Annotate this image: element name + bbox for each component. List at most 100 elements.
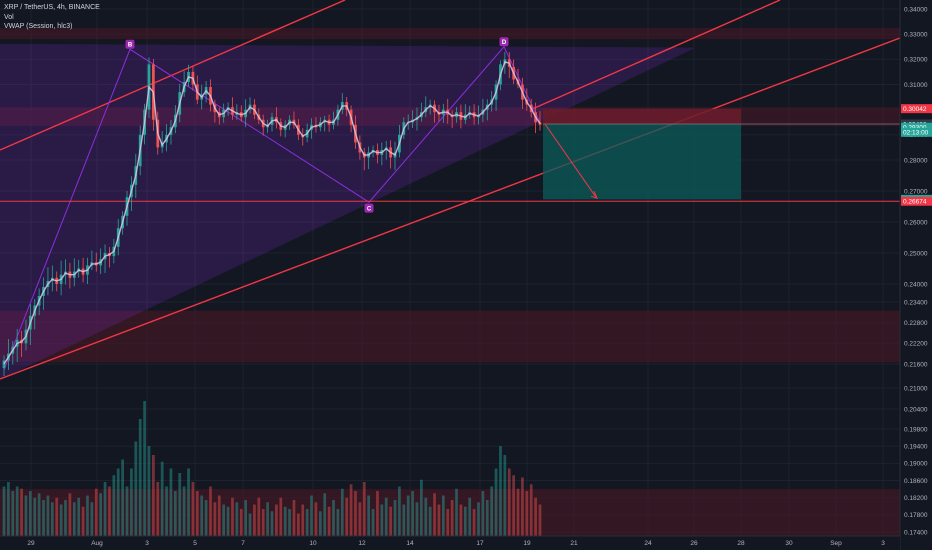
volume-bar-27 — [121, 459, 124, 536]
volume-bar-79 — [349, 484, 353, 536]
volume-bar-104 — [459, 504, 463, 536]
vwap-line — [3, 61, 541, 365]
vwap-indicator-label[interactable]: VWAP (Session, hlc3) — [4, 23, 73, 30]
volume-bar-121 — [534, 497, 537, 536]
pattern-point-marker-B — [125, 39, 135, 49]
volume-bar-33 — [147, 446, 151, 536]
volume-bar-9 — [42, 500, 45, 536]
triangle-fill — [0, 43, 695, 380]
volume-bar-110 — [485, 500, 489, 536]
volume-bar-97 — [428, 506, 432, 536]
volume-bar-5 — [24, 495, 28, 536]
volume-bar-75 — [332, 500, 335, 536]
volume-bar-0 — [2, 486, 6, 536]
volume-bar-12 — [55, 497, 59, 536]
volume-bar-56 — [248, 513, 252, 536]
zone-top — [0, 27, 900, 40]
price-tag-bg-5 — [901, 196, 932, 206]
volume-bar-103 — [455, 488, 458, 536]
time-axis-bg — [0, 536, 900, 550]
volume-bar-51 — [226, 506, 230, 536]
price-axis-bg — [900, 0, 932, 550]
volume-bar-83 — [367, 495, 371, 536]
price-axis[interactable]: 0.340000.330000.320000.310000.300000.290… — [899, 0, 932, 550]
pattern-point-C: C — [367, 206, 372, 212]
price-tick-1: 0.33000 — [904, 31, 928, 38]
projection-arrow-head — [590, 191, 598, 200]
volume-bar-94 — [415, 502, 419, 536]
zone-volume — [0, 489, 900, 536]
volume-bar-88 — [389, 506, 392, 536]
volume-bar-102 — [450, 500, 454, 536]
volume-bar-32 — [143, 401, 146, 536]
price-tick-8: 0.26000 — [904, 219, 928, 226]
upper-channel-line-2 — [529, 0, 781, 111]
price-tag-bg-2 — [901, 122, 932, 132]
volume-bar-61 — [270, 511, 274, 536]
volume-bar-81 — [358, 502, 362, 536]
volume-bar-52 — [231, 497, 234, 536]
volume-bar-84 — [371, 509, 375, 536]
volume-bar-30 — [134, 441, 138, 536]
triangle-pattern — [0, 0, 901, 380]
price-tick-23: 0.17400 — [904, 529, 928, 536]
price-tick-13: 0.22200 — [904, 341, 928, 348]
volume-bar-8 — [37, 493, 41, 536]
time-tick-6: 12 — [358, 540, 366, 547]
volume-bar-48 — [213, 502, 217, 536]
volume-bar-53 — [235, 502, 239, 536]
volume-bar-95 — [420, 479, 423, 536]
volume-bar-46 — [204, 500, 208, 536]
volume-bar-117 — [516, 488, 520, 536]
volume-bar-14 — [64, 500, 67, 536]
volume-bar-18 — [81, 506, 85, 536]
volume-bar-17 — [77, 497, 81, 536]
volume-bar-100 — [441, 495, 445, 536]
volume-bar-122 — [538, 504, 542, 536]
volume-bar-93 — [411, 491, 414, 536]
price-tick-11: 0.23400 — [904, 299, 928, 306]
volume-bar-1 — [7, 482, 10, 536]
volume-bar-72 — [318, 511, 322, 536]
price-tick-16: 0.20400 — [904, 406, 928, 413]
volume-bar-67 — [296, 513, 300, 536]
volume-bar-64 — [283, 506, 287, 536]
time-tick-12: 26 — [690, 540, 698, 547]
ascending-trendline — [0, 37, 901, 380]
volume-bar-3 — [15, 486, 19, 536]
volume-bars — [2, 401, 542, 536]
volume-bar-39 — [173, 491, 177, 536]
volume-bar-116 — [512, 475, 516, 536]
volume-bar-112 — [494, 468, 498, 536]
vwap-path — [3, 61, 541, 365]
volume-indicator-label[interactable]: Vol — [4, 13, 14, 21]
volume-bar-23 — [103, 482, 107, 536]
volume-bar-28 — [125, 486, 129, 536]
pattern-point-marker-D — [499, 37, 509, 47]
xabcd-zigzag — [3, 45, 541, 371]
short-position-tool[interactable] — [543, 108, 900, 200]
price-tick-20: 0.18600 — [904, 478, 928, 485]
price-tick-12: 0.22800 — [904, 320, 928, 327]
price-tick-19: 0.19000 — [904, 461, 928, 468]
volume-bar-42 — [187, 468, 190, 536]
time-tick-7: 14 — [406, 540, 414, 547]
stop-loss-zone — [543, 108, 741, 125]
volume-bar-36 — [160, 461, 164, 536]
volume-bar-107 — [472, 509, 476, 536]
volume-bar-21 — [94, 488, 98, 536]
price-tick-17: 0.19800 — [904, 426, 928, 433]
time-axis[interactable]: 29 Aug 3 5 7 10 12 14 17 19 21 24 26 28 30 Sep 3 — [0, 535, 900, 550]
volume-bar-98 — [433, 493, 436, 536]
symbol-title[interactable]: XRP / TetherUS, 4h, BINANCE — [4, 4, 100, 11]
time-tick-8: 17 — [476, 540, 484, 547]
volume-bar-77 — [340, 488, 344, 536]
volume-bar-86 — [380, 504, 384, 536]
volume-bar-58 — [257, 497, 261, 536]
price-tick-2: 0.32000 — [904, 57, 928, 64]
volume-bar-113 — [499, 446, 502, 536]
price-tag-5: 0.26674 — [903, 199, 927, 206]
volume-bar-11 — [50, 502, 54, 536]
volume-bar-10 — [46, 495, 50, 536]
